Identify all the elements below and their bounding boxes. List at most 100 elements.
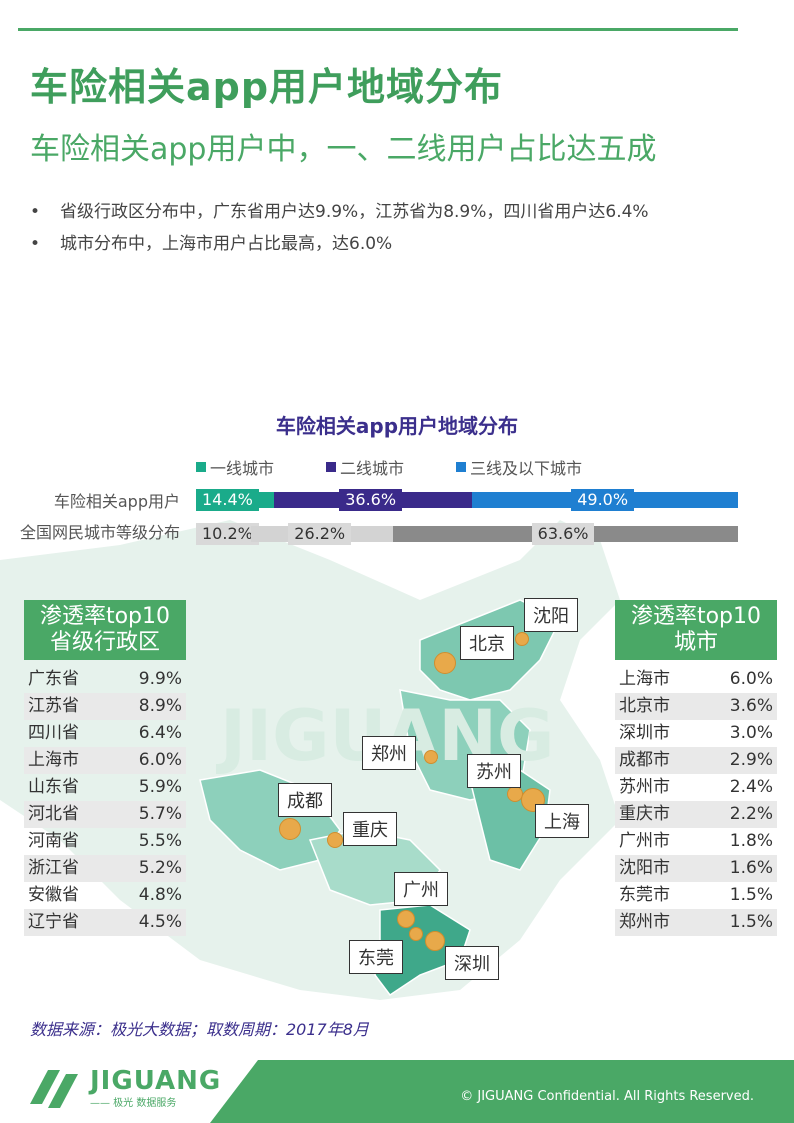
province-value: 4.5% — [138, 912, 182, 932]
city-label-shenzhen: 深圳 — [445, 946, 499, 980]
province-table-header: 渗透率top10 省级行政区 — [24, 600, 186, 660]
city-label-guangzhou: 广州 — [394, 872, 448, 906]
city-marker-shanghai — [521, 788, 545, 812]
province-row: 广东省 9.9% — [24, 666, 186, 693]
city-name: 沈阳市 — [619, 858, 670, 878]
city-label-chongqing: 重庆 — [343, 812, 397, 846]
city-table-header: 渗透率top10 城市 — [615, 600, 777, 660]
city-label-dongguan: 东莞 — [349, 940, 403, 974]
city-marker-beijing — [434, 652, 456, 674]
bullet-item: • 省级行政区分布中，广东省用户达9.9%，江苏省为8.9%，四川省用户达6.4% — [30, 202, 649, 222]
city-name: 郑州市 — [619, 912, 670, 932]
city-value: 2.2% — [729, 804, 773, 824]
data-source: 数据来源：极光大数据；取数周期：2017年8月 — [30, 1020, 369, 1039]
province-value: 4.8% — [138, 885, 182, 905]
bar-label-tier1-row1: 14.4% — [196, 489, 259, 511]
legend-item-tier3: 三线及以下城市 — [456, 455, 582, 479]
city-value: 2.9% — [729, 750, 773, 770]
city-name: 成都市 — [619, 750, 670, 770]
legend-swatch — [326, 462, 336, 472]
province-name: 上海市 — [28, 750, 79, 770]
province-name: 山东省 — [28, 777, 79, 797]
province-value: 9.9% — [138, 669, 182, 689]
bar-label-tier3-row1: 49.0% — [571, 489, 635, 511]
province-value: 5.2% — [138, 858, 182, 878]
legend-swatch — [196, 462, 206, 472]
province-row: 安徽省 4.8% — [24, 882, 186, 909]
city-marker-shenyang — [515, 632, 529, 646]
province-value: 5.7% — [138, 804, 182, 824]
province-row: 辽宁省 4.5% — [24, 909, 186, 936]
city-name: 深圳市 — [619, 723, 670, 743]
province-row: 江苏省 8.9% — [24, 693, 186, 720]
city-table: 渗透率top10 城市 上海市 6.0% 北京市 3.6% 深圳市 3.0% 成都市 2.9%… — [615, 600, 777, 936]
jiguang-logo-icon — [30, 1070, 78, 1108]
province-name: 四川省 — [28, 723, 79, 743]
city-name: 东莞市 — [619, 885, 670, 905]
bullet-list: • 省级行政区分布中，广东省用户达9.9%，江苏省为8.9%，四川省用户达6.4%… — [30, 200, 750, 264]
province-row: 河北省 5.7% — [24, 801, 186, 828]
city-value: 1.8% — [729, 831, 773, 851]
page-title: 车险相关app用户地域分布 — [30, 65, 504, 109]
city-marker-chongqing — [327, 832, 343, 848]
city-label-zhengzhou: 郑州 — [362, 736, 416, 770]
city-name: 苏州市 — [619, 777, 670, 797]
legend-swatch — [456, 462, 466, 472]
province-name: 辽宁省 — [28, 912, 79, 932]
city-row: 成都市 2.9% — [615, 747, 777, 774]
footer-band — [210, 1060, 794, 1123]
province-value: 6.0% — [138, 750, 182, 770]
city-marker-dongguan — [409, 927, 423, 941]
top-rule — [18, 28, 738, 31]
city-row: 北京市 3.6% — [615, 693, 777, 720]
city-name: 上海市 — [619, 669, 670, 689]
bar-label-tier2-row1: 36.6% — [339, 489, 403, 511]
province-row: 上海市 6.0% — [24, 747, 186, 774]
chart-title: 车险相关app用户地域分布 — [275, 414, 519, 438]
city-row: 东莞市 1.5% — [615, 882, 777, 909]
city-marker-zhengzhou — [424, 750, 438, 764]
city-name: 广州市 — [619, 831, 670, 851]
province-name: 广东省 — [28, 669, 79, 689]
city-marker-guangzhou — [397, 910, 415, 928]
legend-item-tier1: 一线城市 — [196, 455, 274, 479]
bar-label-tier2-row2: 26.2% — [288, 523, 352, 545]
bullet-item: • 城市分布中，上海市用户占比最高，达6.0% — [30, 234, 393, 254]
province-value: 5.9% — [138, 777, 182, 797]
city-row: 重庆市 2.2% — [615, 801, 777, 828]
city-name: 重庆市 — [619, 804, 670, 824]
province-name: 江苏省 — [28, 696, 79, 716]
city-row: 上海市 6.0% — [615, 666, 777, 693]
city-marker-shenzhen — [425, 931, 445, 951]
copyright-text: © JIGUANG Confidential. All Rights Reser… — [460, 1089, 754, 1104]
province-name: 浙江省 — [28, 858, 79, 878]
province-name: 河北省 — [28, 804, 79, 824]
bar-label-tier3-row2: 63.6% — [531, 523, 595, 545]
province-value: 5.5% — [138, 831, 182, 851]
city-row: 深圳市 3.0% — [615, 720, 777, 747]
city-name: 北京市 — [619, 696, 670, 716]
city-label-suzhou: 苏州 — [467, 754, 521, 788]
city-label-chengdu: 成都 — [278, 783, 332, 817]
city-row: 沈阳市 1.6% — [615, 855, 777, 882]
city-marker-chengdu — [279, 818, 301, 840]
city-row: 苏州市 2.4% — [615, 774, 777, 801]
city-label-shenyang: 沈阳 — [524, 598, 578, 632]
city-value: 1.5% — [729, 912, 773, 932]
footer-logo-text: JIGUANG — [90, 1066, 222, 1096]
bar-label-tier1-row2: 10.2% — [196, 523, 259, 545]
city-value: 3.6% — [729, 696, 773, 716]
page-subtitle: 车险相关app用户中，一、二线用户占比达五成 — [30, 132, 657, 167]
city-row: 郑州市 1.5% — [615, 909, 777, 936]
province-value: 8.9% — [138, 696, 182, 716]
city-value: 6.0% — [729, 669, 773, 689]
city-value: 1.6% — [729, 858, 773, 878]
province-row: 四川省 6.4% — [24, 720, 186, 747]
city-value: 2.4% — [729, 777, 773, 797]
province-name: 河南省 — [28, 831, 79, 851]
city-value: 3.0% — [729, 723, 773, 743]
city-label-shanghai: 上海 — [535, 804, 589, 838]
province-value: 6.4% — [138, 723, 182, 743]
province-row: 山东省 5.9% — [24, 774, 186, 801]
footer-logo-subtitle: —— 极光 数据服务 — [90, 1098, 177, 1109]
